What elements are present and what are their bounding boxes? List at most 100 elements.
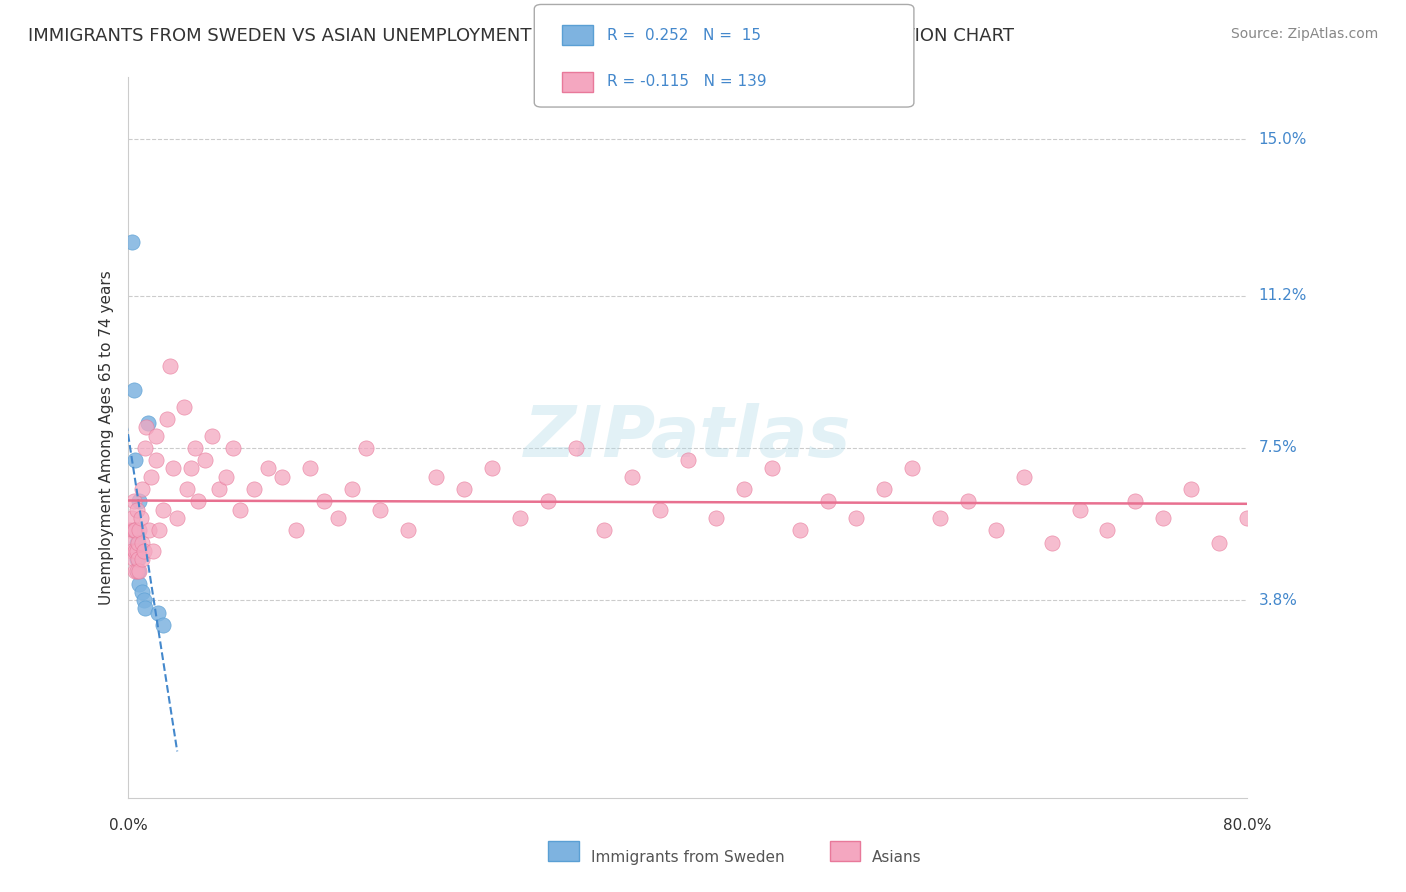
Point xyxy=(229,502,252,516)
Point xyxy=(1152,511,1174,525)
Text: 80.0%: 80.0% xyxy=(1223,818,1271,833)
Point xyxy=(299,461,322,475)
Point xyxy=(128,576,150,591)
Point xyxy=(215,469,238,483)
Point xyxy=(129,511,152,525)
Point xyxy=(148,523,170,537)
Point xyxy=(1180,482,1202,496)
Point xyxy=(121,235,143,249)
Point xyxy=(900,461,922,475)
Point xyxy=(134,441,156,455)
Text: R =  0.252   N =  15: R = 0.252 N = 15 xyxy=(607,28,762,43)
Point xyxy=(131,535,153,549)
Point xyxy=(208,482,231,496)
Point xyxy=(285,523,308,537)
Point xyxy=(124,523,146,537)
Point xyxy=(368,502,391,516)
Point xyxy=(132,543,155,558)
Point xyxy=(257,461,280,475)
Point xyxy=(136,416,159,430)
Point xyxy=(354,441,377,455)
Point xyxy=(131,482,153,496)
Point xyxy=(135,420,157,434)
Point xyxy=(817,494,839,508)
Point xyxy=(131,585,153,599)
Point xyxy=(125,552,148,566)
Point xyxy=(187,494,209,508)
Point xyxy=(1208,535,1230,549)
Point xyxy=(1012,469,1035,483)
Point xyxy=(453,482,475,496)
Point xyxy=(145,453,167,467)
Point xyxy=(928,511,950,525)
Point xyxy=(122,523,145,537)
Point xyxy=(138,523,160,537)
Point xyxy=(128,494,150,508)
Point xyxy=(676,453,699,467)
Point xyxy=(125,565,148,579)
Point xyxy=(340,482,363,496)
Point xyxy=(222,441,245,455)
Point xyxy=(509,511,531,525)
Point xyxy=(118,523,141,537)
Point xyxy=(1069,502,1091,516)
Point xyxy=(124,565,146,579)
Text: 0.0%: 0.0% xyxy=(108,818,148,833)
Point xyxy=(326,511,349,525)
Point xyxy=(125,535,148,549)
Point xyxy=(620,469,643,483)
Point xyxy=(124,543,146,558)
Point xyxy=(956,494,979,508)
Y-axis label: Unemployment Among Ages 65 to 74 years: Unemployment Among Ages 65 to 74 years xyxy=(100,270,114,605)
Point xyxy=(173,400,195,414)
Text: 15.0%: 15.0% xyxy=(1258,132,1308,146)
Text: 3.8%: 3.8% xyxy=(1258,592,1298,607)
Point xyxy=(159,359,181,373)
Point xyxy=(648,502,671,516)
Point xyxy=(845,511,868,525)
Text: 11.2%: 11.2% xyxy=(1258,288,1308,303)
Point xyxy=(592,523,614,537)
Point xyxy=(425,469,447,483)
Point xyxy=(1040,535,1063,549)
Point xyxy=(122,384,145,398)
Point xyxy=(176,482,198,496)
Point xyxy=(127,535,149,549)
Point xyxy=(166,511,188,525)
Text: Asians: Asians xyxy=(872,850,921,865)
Point xyxy=(125,543,148,558)
Point xyxy=(1236,511,1258,525)
Point xyxy=(537,494,560,508)
Point xyxy=(127,552,149,566)
Point xyxy=(146,606,169,620)
Point xyxy=(120,535,142,549)
Point xyxy=(481,461,503,475)
Point xyxy=(1097,523,1119,537)
Point xyxy=(145,428,167,442)
Point xyxy=(733,482,755,496)
Point xyxy=(121,511,143,525)
Point xyxy=(243,482,266,496)
Text: Immigrants from Sweden: Immigrants from Sweden xyxy=(591,850,785,865)
Point xyxy=(156,412,179,426)
Point xyxy=(124,453,146,467)
Point xyxy=(314,494,336,508)
Text: 7.5%: 7.5% xyxy=(1258,441,1298,456)
Text: R = -0.115   N = 139: R = -0.115 N = 139 xyxy=(607,74,768,89)
Point xyxy=(125,502,148,516)
Point xyxy=(1125,494,1147,508)
Point xyxy=(162,461,184,475)
Point xyxy=(194,453,217,467)
Text: Source: ZipAtlas.com: Source: ZipAtlas.com xyxy=(1230,27,1378,41)
Point xyxy=(122,494,145,508)
Point xyxy=(984,523,1007,537)
Point xyxy=(121,543,143,558)
Point xyxy=(128,523,150,537)
Point xyxy=(872,482,894,496)
Point xyxy=(152,618,174,632)
Point xyxy=(134,601,156,615)
Text: IMMIGRANTS FROM SWEDEN VS ASIAN UNEMPLOYMENT AMONG AGES 65 TO 74 YEARS CORRELATI: IMMIGRANTS FROM SWEDEN VS ASIAN UNEMPLOY… xyxy=(28,27,1014,45)
Point xyxy=(124,523,146,537)
Point xyxy=(131,552,153,566)
Point xyxy=(565,441,588,455)
